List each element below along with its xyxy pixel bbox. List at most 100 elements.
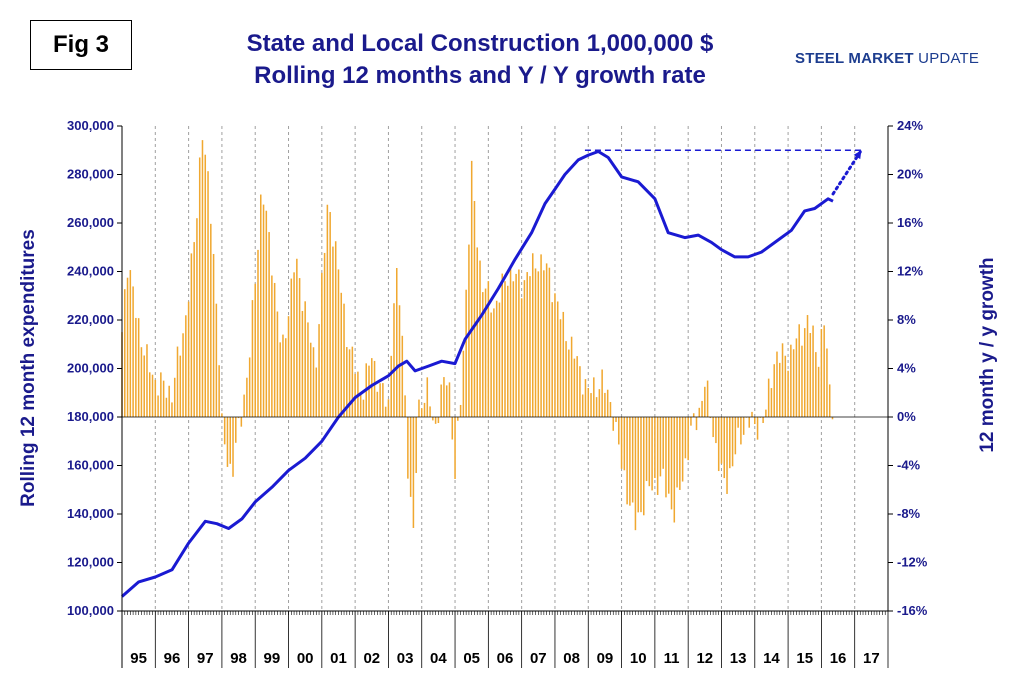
growth-bar [248, 357, 251, 417]
y-axis-right-title: 12 month y / y growth [977, 257, 998, 452]
growth-bar [651, 417, 653, 491]
growth-bar [748, 417, 750, 428]
growth-bar [129, 270, 132, 417]
growth-bar [787, 370, 789, 417]
growth-bar [656, 417, 659, 495]
growth-bar [140, 347, 143, 417]
growth-bar [151, 374, 154, 417]
growth-bar [548, 267, 551, 417]
growth-bar [437, 417, 440, 424]
growth-bar [434, 417, 437, 424]
growth-bar [418, 399, 420, 417]
projection-arrowhead [853, 150, 862, 160]
growth-bar [493, 308, 495, 417]
growth-bar [781, 343, 784, 417]
growth-bar [187, 301, 190, 417]
growth-bar [215, 303, 218, 417]
growth-bar [826, 348, 828, 417]
growth-bar [143, 355, 145, 417]
growth-bar [376, 391, 379, 417]
growth-bar [137, 318, 140, 417]
growth-bar [679, 417, 681, 490]
growth-bar [332, 246, 334, 417]
x-tick-label: 12 [696, 650, 713, 667]
growth-bar [537, 271, 540, 417]
growth-bar [606, 389, 609, 417]
x-tick-label: 98 [230, 650, 247, 667]
growth-bar [196, 218, 198, 417]
growth-bar [229, 417, 232, 464]
growth-bar [457, 417, 459, 421]
y-right-tick-label: 8% [897, 312, 916, 327]
growth-bar [165, 397, 168, 417]
growth-bar [401, 335, 404, 417]
growth-bar [432, 417, 434, 421]
growth-bar [754, 417, 756, 425]
growth-bar [559, 319, 562, 417]
growth-bar [223, 417, 226, 445]
growth-bar [373, 360, 376, 417]
growth-bar [312, 347, 315, 417]
growth-bar [470, 160, 473, 417]
growth-bar [801, 345, 803, 417]
growth-bar [615, 417, 617, 422]
growth-bar [409, 417, 412, 497]
growth-bar [790, 344, 792, 417]
growth-bar [778, 362, 781, 417]
growth-bar [806, 315, 809, 417]
growth-bar [495, 300, 498, 417]
growth-bar [315, 367, 318, 417]
growth-bar [831, 417, 834, 420]
growth-bar [554, 293, 556, 417]
growth-bar [695, 417, 698, 431]
y-right-tick-label: 16% [897, 215, 923, 230]
growth-bars [121, 140, 834, 531]
growth-bar [440, 384, 442, 417]
growth-bar [160, 372, 162, 417]
x-tick-label: 14 [763, 650, 780, 667]
growth-bar [290, 278, 293, 417]
y-right-tick-label: -8% [897, 506, 921, 521]
x-tick-label: 16 [830, 650, 847, 667]
growth-bar [581, 394, 584, 417]
y-left-tick-label: 180,000 [67, 409, 114, 424]
growth-bar [670, 417, 673, 510]
growth-bar [604, 392, 606, 417]
growth-bar [654, 417, 656, 479]
growth-bar [190, 253, 193, 417]
growth-bar [740, 417, 742, 445]
growth-bar [346, 347, 348, 417]
growth-bar [631, 417, 634, 503]
growth-bar [390, 355, 392, 417]
growth-bar [726, 417, 728, 494]
growth-bar [237, 417, 240, 419]
growth-bar [395, 268, 398, 417]
brand-logo: STEEL MARKET UPDATE [795, 50, 979, 67]
y-right-tick-label: 0% [897, 409, 916, 424]
x-tick-label: 96 [164, 650, 181, 667]
growth-bar [426, 377, 429, 417]
growth-bar [182, 333, 184, 417]
x-tick-label: 04 [430, 650, 447, 667]
x-tick-label: 00 [297, 650, 314, 667]
growth-bar [734, 417, 737, 455]
growth-bar [576, 356, 578, 417]
growth-bar [667, 417, 670, 494]
growth-bar [704, 386, 706, 417]
growth-bar [201, 140, 204, 418]
growth-bar [568, 349, 570, 417]
growth-bar [146, 344, 148, 417]
growth-bar [173, 377, 176, 417]
growth-bar [465, 289, 467, 417]
growth-bar [717, 417, 720, 472]
growth-bar [820, 329, 823, 417]
growth-bar [240, 417, 243, 427]
growth-bar [640, 417, 642, 513]
growth-bar [712, 417, 714, 438]
growth-bar [598, 389, 601, 417]
growth-bar [587, 388, 590, 417]
growth-bar [148, 372, 151, 417]
growth-bar [407, 417, 409, 479]
growth-bar [321, 272, 323, 417]
growth-bar [687, 417, 689, 461]
